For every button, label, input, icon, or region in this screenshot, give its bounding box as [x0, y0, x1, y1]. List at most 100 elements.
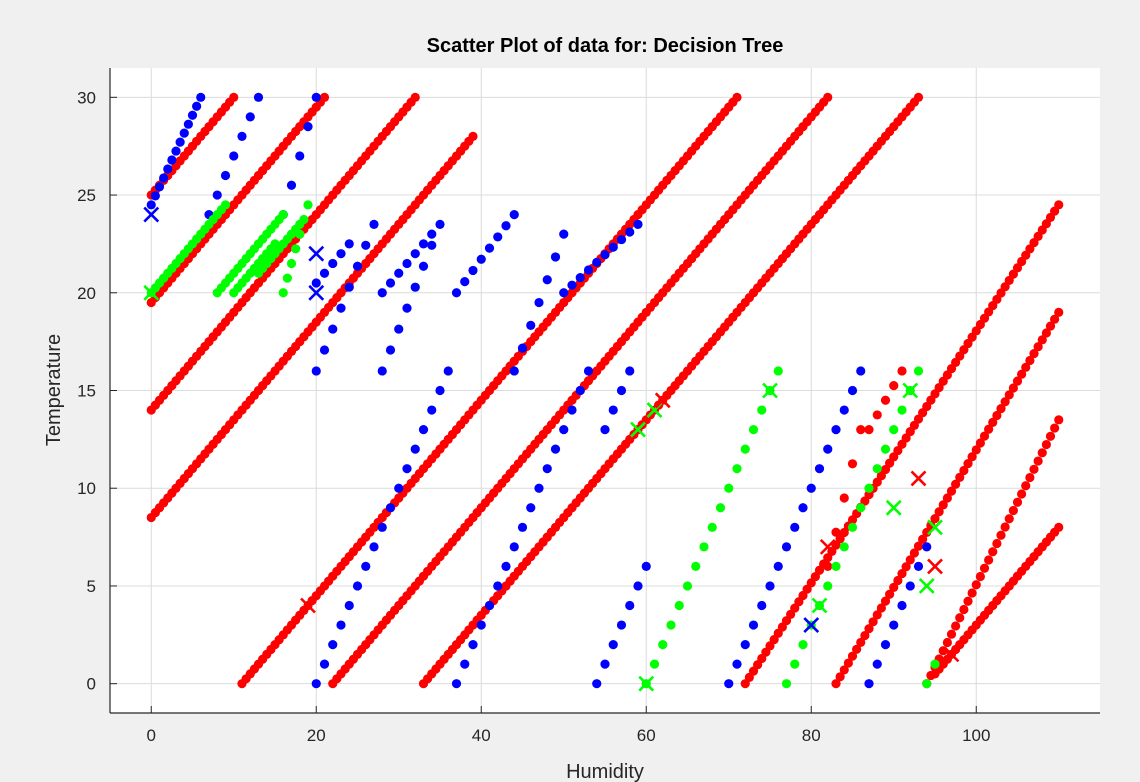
- data-point-blue: [501, 561, 511, 572]
- data-point-blue: [369, 542, 379, 552]
- x-tick-label: 0: [147, 726, 156, 745]
- data-point-blue: [377, 288, 387, 298]
- x-marker-green: [638, 675, 655, 692]
- data-point-red: [996, 530, 1006, 540]
- data-point-blue: [534, 483, 544, 493]
- data-point-blue: [600, 659, 610, 669]
- data-point-blue: [352, 261, 363, 271]
- data-point-red: [1004, 390, 1014, 400]
- x-tick-label: 100: [962, 726, 990, 745]
- data-point-blue: [394, 268, 404, 278]
- data-point-green: [781, 679, 792, 689]
- data-point-red: [864, 624, 874, 634]
- data-point-red: [959, 604, 969, 615]
- x-marker-green: [918, 578, 935, 594]
- data-point-red: [319, 92, 330, 102]
- y-axis-label: Temperature: [43, 334, 65, 446]
- data-point-blue: [410, 282, 420, 292]
- data-point-blue: [806, 483, 816, 493]
- data-point-blue: [847, 385, 858, 396]
- data-point-blue: [311, 366, 321, 376]
- data-point-red: [1045, 321, 1056, 331]
- y-tick-label: 0: [87, 675, 96, 694]
- data-point-green: [299, 214, 309, 225]
- data-point-red: [967, 452, 977, 462]
- data-point-green: [282, 273, 292, 283]
- data-point-green: [295, 229, 305, 239]
- data-point-red: [864, 424, 874, 435]
- data-point-blue: [509, 366, 519, 376]
- data-point-red: [992, 538, 1002, 549]
- data-point-blue: [369, 219, 379, 229]
- data-point-blue: [443, 366, 453, 376]
- data-point-blue: [616, 620, 627, 630]
- data-point-blue: [732, 659, 742, 669]
- x-markers: [143, 206, 960, 692]
- data-point-blue: [592, 679, 602, 689]
- data-point-red: [876, 603, 886, 613]
- data-point-red: [967, 588, 977, 598]
- data-point-green: [724, 483, 734, 493]
- data-point-red: [1029, 348, 1039, 359]
- data-point-green: [823, 581, 833, 591]
- data-point-blue: [460, 659, 470, 669]
- data-point-blue: [616, 385, 627, 396]
- data-point-red: [988, 547, 998, 557]
- data-point-blue: [192, 101, 202, 111]
- data-point-red: [988, 417, 998, 427]
- data-point-blue: [427, 405, 437, 415]
- data-point-red: [905, 555, 915, 565]
- data-point-blue: [493, 232, 503, 242]
- data-point-blue: [435, 219, 445, 229]
- data-point-blue: [286, 180, 297, 190]
- data-point-green: [674, 600, 684, 611]
- data-point-blue: [608, 639, 618, 650]
- data-point-red: [1025, 355, 1035, 366]
- x-tick-label: 40: [472, 726, 491, 745]
- data-point-green: [831, 561, 841, 572]
- data-point-green: [682, 581, 693, 591]
- data-point-green: [286, 258, 297, 269]
- data-point-green: [691, 561, 701, 572]
- data-point-blue: [773, 561, 783, 572]
- data-point-blue: [468, 265, 478, 276]
- x-marker-green: [927, 519, 943, 536]
- data-point-red: [880, 596, 891, 606]
- data-point-blue: [493, 581, 503, 591]
- data-point-blue: [897, 600, 907, 611]
- y-tick-label: 15: [77, 382, 96, 401]
- data-point-red: [868, 617, 878, 627]
- data-point-red: [831, 679, 841, 689]
- data-point-blue: [361, 561, 371, 572]
- data-point-red: [872, 410, 882, 420]
- data-point-green: [278, 209, 288, 220]
- data-point-red: [872, 610, 882, 620]
- data-point-blue: [377, 522, 387, 532]
- data-point-blue: [831, 424, 841, 435]
- data-point-blue: [567, 280, 577, 290]
- data-point-blue: [328, 639, 338, 650]
- data-point-red: [963, 596, 973, 606]
- data-point-green: [303, 200, 313, 210]
- data-point-green: [930, 659, 940, 669]
- data-point-blue: [542, 464, 552, 474]
- data-point-red: [1000, 397, 1010, 407]
- chart-title: Scatter Plot of data for: Decision Tree: [427, 35, 784, 57]
- data-point-green: [707, 522, 717, 532]
- data-point-blue: [864, 679, 874, 689]
- data-point-blue: [451, 679, 462, 689]
- data-point-red: [897, 569, 907, 579]
- data-point-red: [946, 629, 957, 639]
- data-point-blue: [328, 258, 338, 269]
- tick-labels: 0 20 40 60 80 100 0 5 10 15 20 25 30: [77, 88, 990, 745]
- data-point-red: [1017, 369, 1027, 379]
- x-marker-blue: [308, 284, 325, 301]
- data-point-red: [1054, 307, 1064, 317]
- data-point-red: [410, 92, 420, 102]
- x-marker-blue: [143, 206, 160, 223]
- data-point-blue: [303, 122, 313, 132]
- data-point-blue: [922, 542, 932, 552]
- data-point-red: [934, 507, 944, 517]
- data-point-blue: [410, 249, 420, 259]
